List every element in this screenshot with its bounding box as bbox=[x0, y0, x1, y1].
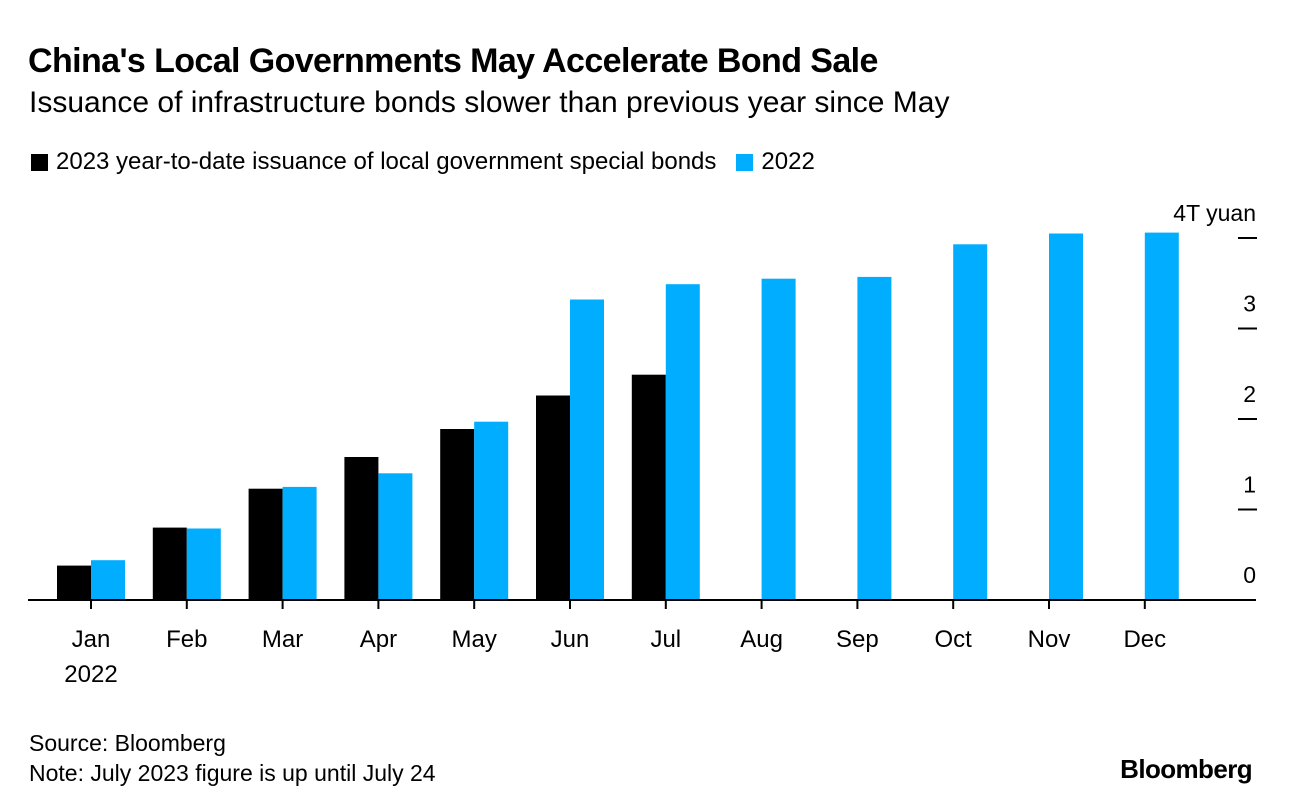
y-tick-label-3: 3 bbox=[1243, 291, 1256, 317]
y-tick-label-0: 0 bbox=[1243, 562, 1256, 588]
bar-2022-feb bbox=[186, 528, 221, 600]
bar-2022-nov bbox=[1049, 233, 1083, 600]
bar-2022-dec bbox=[1144, 232, 1179, 600]
bar-2023-jan bbox=[57, 565, 91, 600]
bar-2022-mar bbox=[282, 486, 317, 600]
bar-2023-jul bbox=[631, 374, 666, 600]
bloomberg-logo: Bloomberg bbox=[1120, 754, 1252, 784]
source-text: Source: Bloomberg bbox=[29, 730, 226, 756]
x-tick-label-aug: Aug bbox=[740, 626, 783, 653]
x-tick-label-feb: Feb bbox=[166, 626, 207, 653]
x-tick-label-oct: Oct bbox=[935, 626, 973, 653]
bar-2022-may bbox=[474, 421, 509, 600]
bar-2023-apr bbox=[344, 457, 379, 600]
chart-subtitle: Issuance of infrastructure bonds slower … bbox=[29, 86, 950, 119]
bar-2022-jan bbox=[91, 560, 125, 600]
x-tick-label-dec: Dec bbox=[1123, 626, 1166, 653]
bar-2022-sep bbox=[857, 276, 892, 600]
y-tick-label-2: 2 bbox=[1243, 381, 1256, 407]
bar-2022-jun bbox=[570, 299, 604, 600]
x-tick-label-mar: Mar bbox=[262, 626, 303, 653]
bar-2022-jul bbox=[665, 284, 700, 600]
chart-title: China's Local Governments May Accelerate… bbox=[28, 42, 878, 80]
legend-item-2022: 2022 bbox=[736, 148, 815, 176]
legend-swatch-2022 bbox=[736, 153, 754, 171]
legend-item-2023: 2023 year-to-date issuance of local gove… bbox=[31, 148, 716, 176]
bar-2022-oct bbox=[953, 244, 988, 601]
y-tick-label-1: 1 bbox=[1243, 472, 1256, 498]
bar-2023-may bbox=[440, 429, 475, 600]
legend: 2023 year-to-date issuance of local gove… bbox=[31, 148, 835, 176]
x-tick-label-nov: Nov bbox=[1028, 626, 1071, 653]
x-tick-label-jun: Jun bbox=[551, 626, 590, 653]
x-tick-label-apr: Apr bbox=[360, 626, 397, 653]
legend-swatch-2023 bbox=[31, 153, 48, 171]
x-tick-label-jul: Jul bbox=[650, 626, 681, 653]
x-year-label: 2022 bbox=[64, 661, 117, 688]
note-text: Note: July 2023 figure is up until July … bbox=[29, 760, 436, 786]
bar-2023-mar bbox=[248, 488, 283, 600]
y-tick-label-4: 4T yuan bbox=[1173, 200, 1256, 226]
bar-2022-aug bbox=[761, 278, 796, 600]
bar-2023-jun bbox=[536, 395, 570, 600]
x-tick-label-sep: Sep bbox=[836, 626, 879, 653]
x-tick-label-may: May bbox=[452, 626, 497, 653]
legend-label-2022: 2022 bbox=[761, 148, 815, 175]
bar-2022-apr bbox=[378, 473, 413, 600]
bar-2023-feb bbox=[152, 527, 187, 600]
legend-label-2023: 2023 year-to-date issuance of local gove… bbox=[56, 148, 717, 175]
x-tick-label-jan: Jan bbox=[72, 626, 111, 653]
